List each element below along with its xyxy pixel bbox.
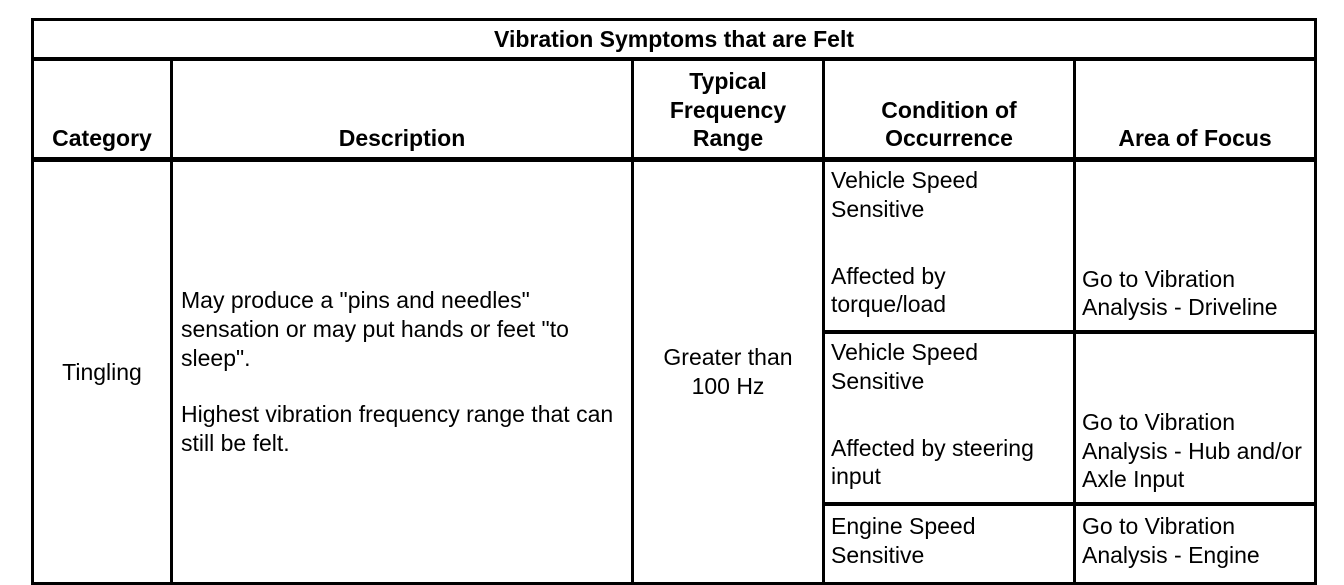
condition-cell: Vehicle Speed Sensitive Affected by stee… [822,330,1076,506]
description-cell: May produce a "pins and needles" sensati… [170,158,634,585]
table-row: Tingling May produce a "pins and needles… [31,158,1318,585]
focus-cell: Go to Vibration Analysis - Hub and/or Ax… [1072,330,1318,506]
table-row: Vehicle Speed Sensitive Affected by stee… [33,330,1318,506]
condition-primary: Engine Speed Sensitive [831,513,976,568]
frequency-cell: Greater than 100 Hz [631,158,825,585]
vibration-symptoms-table: Vibration Symptoms that are Felt Categor… [30,18,1318,585]
condition-primary: Vehicle Speed Sensitive [831,167,979,222]
header-category: Category [31,57,173,162]
description-line-1: May produce a "pins and needles" sensati… [181,287,569,371]
header-frequency: Typical Frequency Range [631,57,825,162]
focus-cell: Go to Vibration Analysis - Driveline [1072,158,1318,334]
header-description: Description [170,57,634,162]
category-cell: Tingling [31,158,173,585]
focus-cell: Go to Vibration Analysis - Engine [1072,502,1318,585]
condition-cell: Engine Speed Sensitive [822,502,1076,585]
table-title: Vibration Symptoms that are Felt [30,18,1318,61]
condition-primary: Vehicle Speed Sensitive [831,339,979,394]
condition-cell: Vehicle Speed Sensitive Affected by torq… [822,158,1076,334]
condition-secondary: Affected by steering input [831,434,1034,490]
header-focus: Area of Focus [1072,57,1318,162]
condition-secondary: Affected by torque/load [831,262,947,318]
header-condition: Condition of Occurrence [822,57,1076,162]
description-line-2: Highest vibration frequency range that c… [181,401,614,457]
